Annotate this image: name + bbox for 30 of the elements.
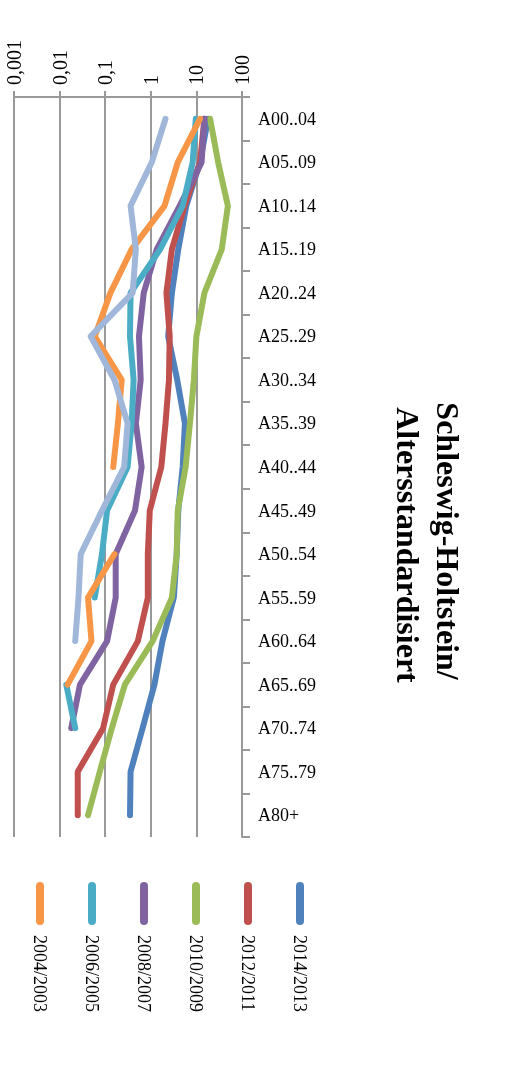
y-tick-label: A80+ bbox=[258, 805, 300, 826]
x-tick-label: 0,001 bbox=[3, 40, 25, 85]
y-tick-label: A40..44 bbox=[258, 457, 316, 477]
y-tick-label: A70..74 bbox=[258, 718, 316, 739]
y-tick-label: A10..14 bbox=[258, 195, 316, 216]
y-tick-label: A20..24 bbox=[258, 282, 316, 303]
y-tick-label: A00..04 bbox=[258, 108, 316, 129]
legend-label: 2010/2009 bbox=[186, 935, 206, 1013]
y-tick-label: A15..19 bbox=[258, 239, 316, 260]
legend-label: 2008/2007 bbox=[134, 935, 154, 1013]
y-tick-label: A30..34 bbox=[258, 369, 316, 390]
legend-label: 2012/2011 bbox=[238, 935, 258, 1012]
y-tick-label: A75..79 bbox=[258, 761, 316, 782]
y-tick-label: A25..29 bbox=[258, 326, 316, 347]
y-tick-label: A05..09 bbox=[258, 152, 316, 173]
y-tick-label: A45..49 bbox=[258, 500, 316, 521]
y-tick-label: A50..54 bbox=[258, 544, 316, 565]
y-tick-label: A60..64 bbox=[258, 631, 316, 652]
legend-label: 2006/2005 bbox=[82, 935, 102, 1013]
x-tick-label: 10 bbox=[185, 65, 208, 85]
x-tick-label: 0,1 bbox=[94, 60, 117, 85]
y-tick-label: A55..59 bbox=[258, 587, 316, 608]
legend-label: 2014/2013 bbox=[290, 935, 310, 1013]
x-tick-label: 1 bbox=[139, 75, 162, 85]
y-tick-label: A65..69 bbox=[258, 674, 316, 695]
y-tick-label: A35..39 bbox=[258, 413, 316, 434]
legend-label: 2004/2003 bbox=[30, 935, 50, 1013]
text: Schleswig-Holtstein/ Altersstandardisiert bbox=[390, 402, 466, 688]
x-tick-label: 0,01 bbox=[48, 50, 71, 85]
x-tick-label: 100 bbox=[231, 55, 253, 85]
